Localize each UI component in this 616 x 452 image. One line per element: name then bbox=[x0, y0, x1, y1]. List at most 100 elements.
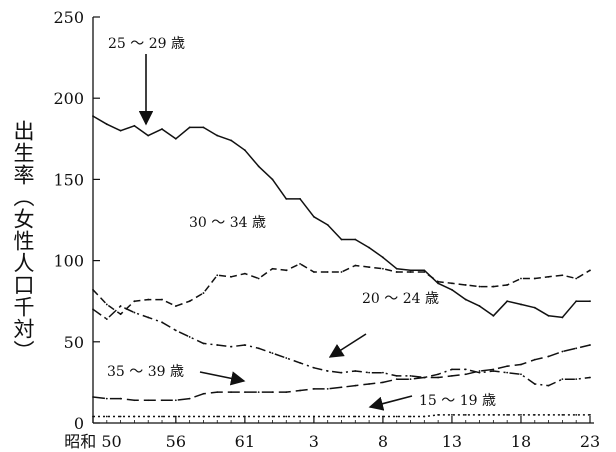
data-point-s1 bbox=[243, 272, 246, 275]
data-point-s3 bbox=[147, 399, 150, 402]
data-point-s0 bbox=[285, 197, 288, 200]
data-point-s2 bbox=[368, 371, 371, 374]
data-point-s2 bbox=[506, 371, 509, 374]
annotation-label: 35 ～ 39 歳 bbox=[107, 364, 184, 380]
data-point-s2 bbox=[174, 329, 177, 332]
data-point-s2 bbox=[326, 370, 329, 372]
data-point-s0 bbox=[271, 178, 274, 181]
data-point-s1 bbox=[395, 271, 398, 273]
data-point-s3 bbox=[368, 383, 371, 385]
data-point-s1 bbox=[451, 282, 453, 285]
data-point-s3 bbox=[230, 391, 232, 394]
data-point-s3 bbox=[506, 365, 509, 368]
data-point-s3 bbox=[423, 376, 426, 379]
data-point-s4 bbox=[368, 415, 371, 418]
data-point-s2 bbox=[354, 370, 357, 372]
data-point-s1 bbox=[92, 288, 94, 291]
data-point-s2 bbox=[464, 368, 467, 371]
data-point-s1 bbox=[230, 275, 232, 278]
data-point-s4 bbox=[202, 415, 205, 418]
y-tick-label: 200 bbox=[53, 89, 84, 108]
data-point-s1 bbox=[368, 266, 371, 268]
data-point-s0 bbox=[395, 267, 398, 270]
data-point-s2 bbox=[575, 378, 578, 381]
data-point-s2 bbox=[188, 336, 191, 338]
data-point-s3 bbox=[299, 389, 301, 392]
data-point-s2 bbox=[285, 357, 288, 359]
data-point-s0 bbox=[312, 215, 315, 218]
data-point-s3 bbox=[133, 399, 136, 402]
data-point-s2 bbox=[520, 373, 522, 376]
data-point-s0 bbox=[533, 306, 536, 309]
data-point-s4 bbox=[520, 413, 522, 416]
data-point-s1 bbox=[340, 271, 343, 273]
data-point-s2 bbox=[92, 308, 94, 311]
data-point-s1 bbox=[326, 271, 329, 273]
data-point-s0 bbox=[133, 124, 136, 127]
data-point-s1 bbox=[285, 269, 288, 272]
data-point-s0 bbox=[423, 269, 426, 272]
data-point-s0 bbox=[92, 115, 94, 117]
data-point-s4 bbox=[271, 415, 274, 418]
data-point-s4 bbox=[105, 415, 108, 418]
data-point-s0 bbox=[589, 300, 591, 303]
data-point-s1 bbox=[520, 277, 522, 280]
y-tick-label: 0 bbox=[74, 414, 84, 433]
data-point-s4 bbox=[423, 415, 426, 418]
data-point-s3 bbox=[561, 350, 564, 353]
data-point-s2 bbox=[216, 344, 219, 346]
data-point-s2 bbox=[340, 371, 343, 374]
data-point-s1 bbox=[202, 292, 205, 294]
data-point-s3 bbox=[161, 399, 163, 402]
data-point-s4 bbox=[354, 415, 357, 418]
data-point-s0 bbox=[216, 134, 219, 137]
annotation-arrow bbox=[199, 371, 246, 386]
data-point-s4 bbox=[188, 415, 191, 418]
data-point-s2 bbox=[119, 305, 122, 307]
annotation-label: 15 ～ 19 歳 bbox=[419, 393, 496, 409]
x-tick-label: 23 bbox=[580, 432, 600, 451]
y-tick-label: 50 bbox=[64, 333, 84, 352]
data-point-s0 bbox=[147, 134, 150, 137]
data-point-s0 bbox=[409, 269, 412, 272]
data-point-s1 bbox=[506, 284, 509, 286]
x-tick-label: 昭和 50 bbox=[64, 432, 121, 451]
data-point-s2 bbox=[243, 344, 246, 346]
data-point-s0 bbox=[520, 303, 522, 306]
data-point-s4 bbox=[547, 413, 550, 416]
data-point-s0 bbox=[478, 305, 481, 307]
data-point-s4 bbox=[312, 415, 315, 418]
data-point-s2 bbox=[437, 373, 440, 376]
data-point-s1 bbox=[174, 305, 177, 307]
data-point-s4 bbox=[561, 413, 564, 416]
data-point-s3 bbox=[216, 391, 219, 394]
data-point-s4 bbox=[230, 415, 232, 418]
data-point-s3 bbox=[589, 344, 591, 346]
data-point-s3 bbox=[243, 391, 246, 394]
data-point-s2 bbox=[133, 311, 136, 314]
data-point-s4 bbox=[409, 415, 412, 418]
data-point-s0 bbox=[230, 139, 232, 142]
data-point-s2 bbox=[409, 375, 412, 377]
data-point-s4 bbox=[464, 413, 467, 416]
data-point-s4 bbox=[478, 413, 481, 416]
data-point-s0 bbox=[451, 288, 453, 291]
data-point-s2 bbox=[547, 384, 550, 387]
data-point-s4 bbox=[437, 413, 440, 416]
annotation-label: 25 ～ 29 歳 bbox=[108, 36, 185, 52]
data-point-s2 bbox=[561, 378, 564, 381]
data-point-s3 bbox=[312, 387, 315, 390]
data-point-s2 bbox=[451, 368, 453, 371]
data-point-s3 bbox=[395, 378, 398, 381]
data-point-s4 bbox=[382, 415, 384, 418]
data-point-s3 bbox=[271, 391, 274, 394]
data-point-s4 bbox=[174, 415, 177, 418]
y-tick-label: 100 bbox=[53, 252, 84, 271]
data-point-s3 bbox=[464, 373, 467, 376]
data-point-s2 bbox=[105, 318, 108, 320]
data-point-s0 bbox=[188, 126, 191, 129]
data-point-s0 bbox=[506, 300, 509, 303]
data-point-s4 bbox=[133, 415, 136, 418]
annotation-label: 20 ～ 24 歳 bbox=[362, 291, 439, 307]
